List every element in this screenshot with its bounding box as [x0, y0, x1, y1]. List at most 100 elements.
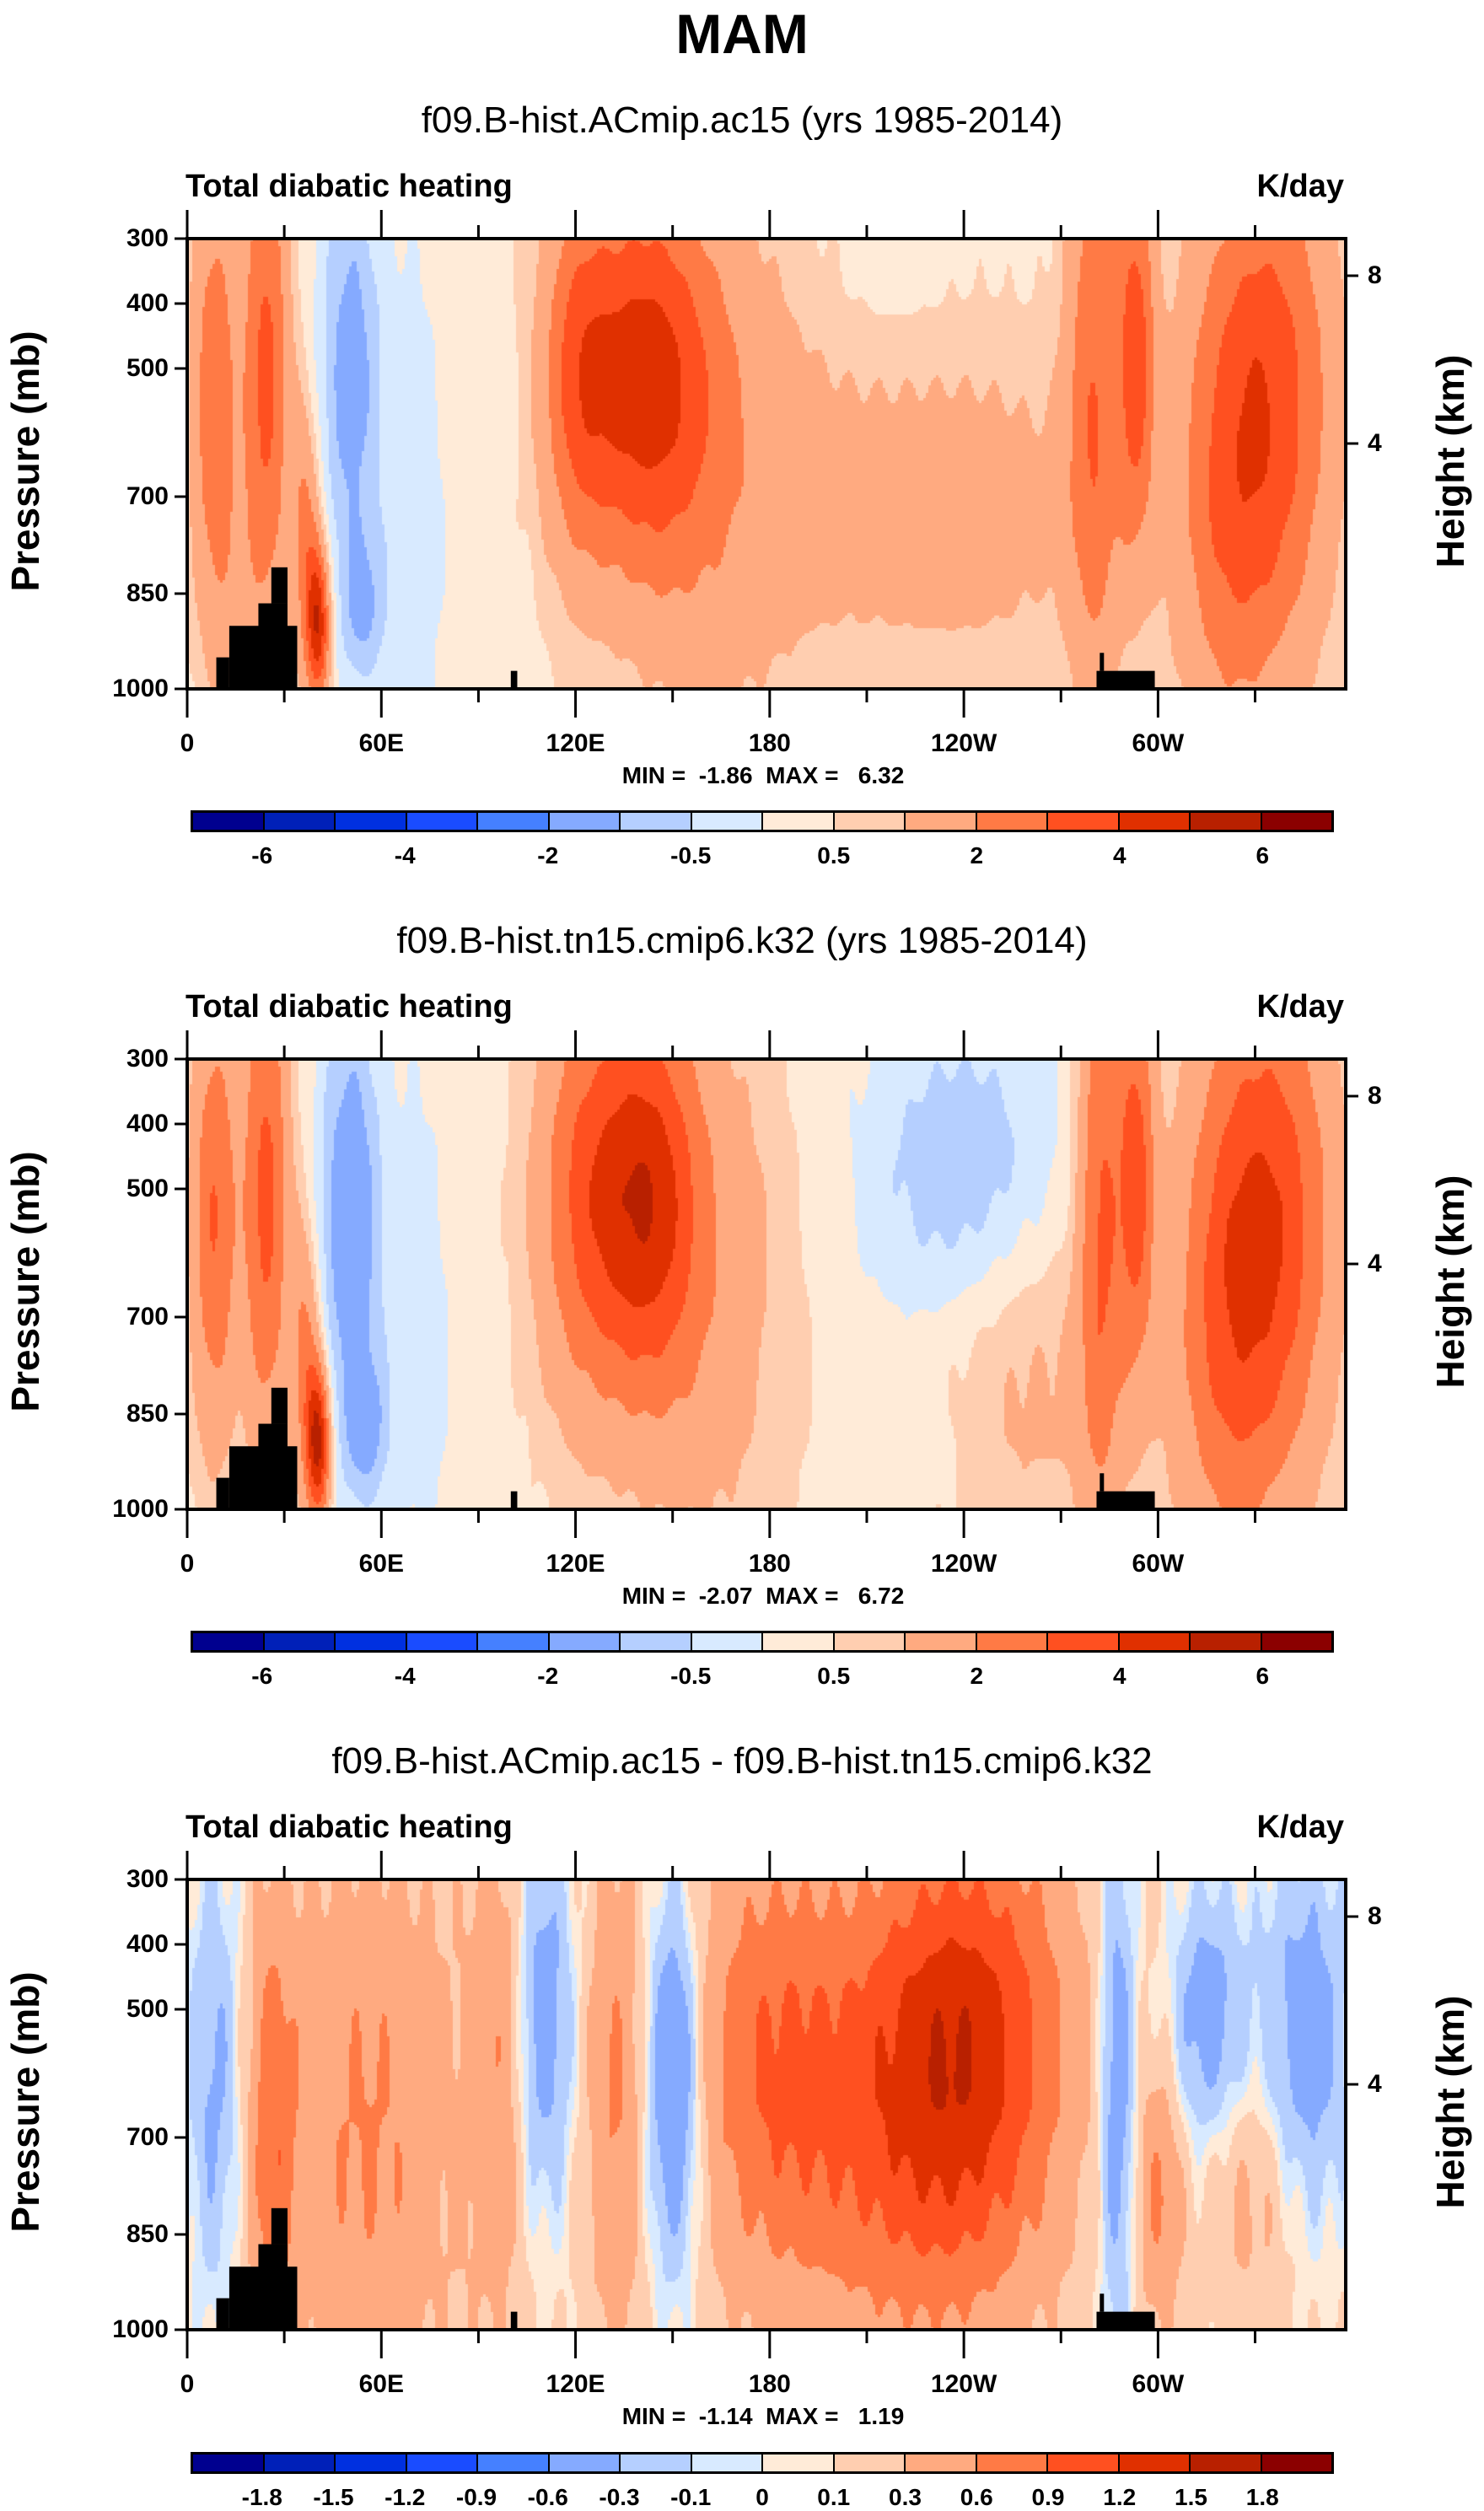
left-string: Total diabatic heating	[186, 1809, 513, 1845]
y-tick-label: 1000	[112, 2315, 169, 2343]
colorbar-label: 1.5	[1175, 2484, 1207, 2510]
colorbar-label: 2	[970, 842, 984, 868]
colorbar-label: -0.9	[455, 2484, 497, 2510]
colorbar-box	[1191, 1633, 1262, 1650]
colorbar-box	[1191, 2455, 1262, 2471]
topography-mask	[1100, 2293, 1105, 2312]
colorbar	[191, 1631, 1334, 1653]
colorbar-label: 0.6	[960, 2484, 993, 2510]
left-string: Total diabatic heating	[186, 169, 513, 204]
x-tick-label: 180	[748, 1550, 791, 1578]
colorbar	[191, 810, 1334, 832]
colorbar-box	[406, 813, 478, 830]
colorbar-box	[549, 1633, 621, 1650]
topography-mask	[510, 670, 518, 689]
topography-mask	[216, 1477, 229, 1509]
x-tick-label: 120E	[546, 729, 605, 757]
colorbar-label: 6	[1255, 842, 1270, 868]
colorbar-box	[976, 813, 1048, 830]
topography-mask	[287, 1446, 298, 1509]
y-tick-label: 500	[126, 354, 169, 382]
colorbar-box	[906, 1633, 977, 1650]
panel-title: f09.B-hist.tn15.cmip6.k32 (yrs 1985-2014…	[396, 920, 1088, 961]
y-tick-label: 1000	[112, 675, 169, 702]
colorbar-box	[976, 1633, 1048, 1650]
colorbar-box	[478, 2455, 550, 2471]
y-tick-label: 400	[126, 1110, 169, 1137]
topography-mask	[1100, 653, 1105, 671]
colorbar-box	[193, 813, 265, 830]
y-tick-label: 300	[126, 224, 169, 252]
colorbar-box	[691, 1633, 763, 1650]
x-tick-label: 60E	[358, 2370, 404, 2398]
colorbar-label: -0.3	[599, 2484, 640, 2510]
y-right-tick-label: 8	[1368, 1902, 1382, 1930]
x-tick-label: 60W	[1132, 2370, 1185, 2398]
right-axis-label: Height (km)	[1428, 1995, 1472, 2209]
plot-frame	[175, 1851, 1358, 2358]
colorbar-box	[1261, 2455, 1331, 2471]
colorbar-label: 6	[1255, 1663, 1270, 1689]
colorbar-box	[691, 2455, 763, 2471]
colorbar-label: 4	[1112, 842, 1126, 868]
y-right-tick-label: 8	[1368, 1082, 1382, 1110]
x-tick-label: 0	[180, 2370, 195, 2398]
y-tick-label: 850	[126, 1400, 169, 1428]
colorbar-box	[336, 813, 407, 830]
y-tick-label: 700	[126, 2123, 169, 2151]
colorbar-label: -0.5	[670, 1663, 712, 1689]
colorbar-box	[621, 1633, 692, 1650]
colorbar-box	[549, 813, 621, 830]
colorbar-box	[336, 1633, 407, 1650]
colorbar-box	[406, 2455, 478, 2471]
y-tick-label: 300	[126, 1045, 169, 1073]
colorbar-box	[1261, 813, 1331, 830]
y-axis-label: Pressure (mb)	[3, 331, 47, 592]
colorbar-box	[1048, 2455, 1120, 2471]
plot-border	[186, 1878, 1347, 2331]
y-tick-label: 850	[126, 2220, 169, 2248]
topography-mask	[287, 2266, 298, 2330]
topography-mask	[271, 2207, 288, 2245]
x-tick-label: 120E	[546, 1550, 605, 1578]
colorbar-box	[621, 2455, 692, 2471]
x-tick-label: 120W	[930, 2370, 997, 2398]
colorbar-box	[1119, 2455, 1191, 2471]
y-right-tick-label: 4	[1368, 429, 1382, 457]
colorbar-label: 0.5	[817, 842, 851, 868]
right-axis-label: Height (km)	[1428, 354, 1472, 568]
x-tick-label: 120W	[930, 729, 997, 757]
colorbar-label: 1.8	[1245, 2484, 1279, 2510]
x-tick-label: 180	[748, 2370, 791, 2398]
colorbar-label: 0.9	[1031, 2484, 1065, 2510]
min-max-stats: MIN = -1.86 MAX = 6.32	[621, 762, 905, 788]
colorbar-label: -4	[394, 1663, 416, 1689]
topography-mask	[287, 626, 298, 689]
x-tick-label: 120E	[546, 2370, 605, 2398]
colorbar-label: -6	[251, 842, 273, 868]
colorbar-box	[264, 813, 336, 830]
colorbar-box	[406, 1633, 478, 1650]
colorbar-box	[478, 1633, 550, 1650]
units-label: K/day	[1256, 989, 1344, 1024]
colorbar	[191, 2452, 1334, 2474]
plot-frame	[175, 210, 1358, 718]
colorbar-box	[478, 813, 550, 830]
topography-mask	[1100, 1473, 1105, 1492]
x-tick-label: 60E	[358, 1550, 404, 1578]
min-max-stats: MIN = -1.14 MAX = 1.19	[621, 2403, 905, 2429]
topography-mask	[1096, 1491, 1155, 1509]
x-tick-label: 120W	[930, 1550, 997, 1578]
colorbar-label: 2	[970, 1663, 984, 1689]
topography-mask	[1096, 670, 1155, 689]
colorbar-label: 0.1	[817, 2484, 851, 2510]
colorbar-box	[906, 813, 977, 830]
colorbar-label: -4	[394, 842, 416, 868]
colorbar-label: 1.2	[1103, 2484, 1137, 2510]
x-tick-label: 60W	[1132, 729, 1185, 757]
contour-field	[187, 239, 1346, 689]
colorbar-box	[1191, 813, 1262, 830]
plot-border	[186, 237, 1347, 691]
colorbar-box	[1048, 1633, 1120, 1650]
colorbar-box	[264, 2455, 336, 2471]
